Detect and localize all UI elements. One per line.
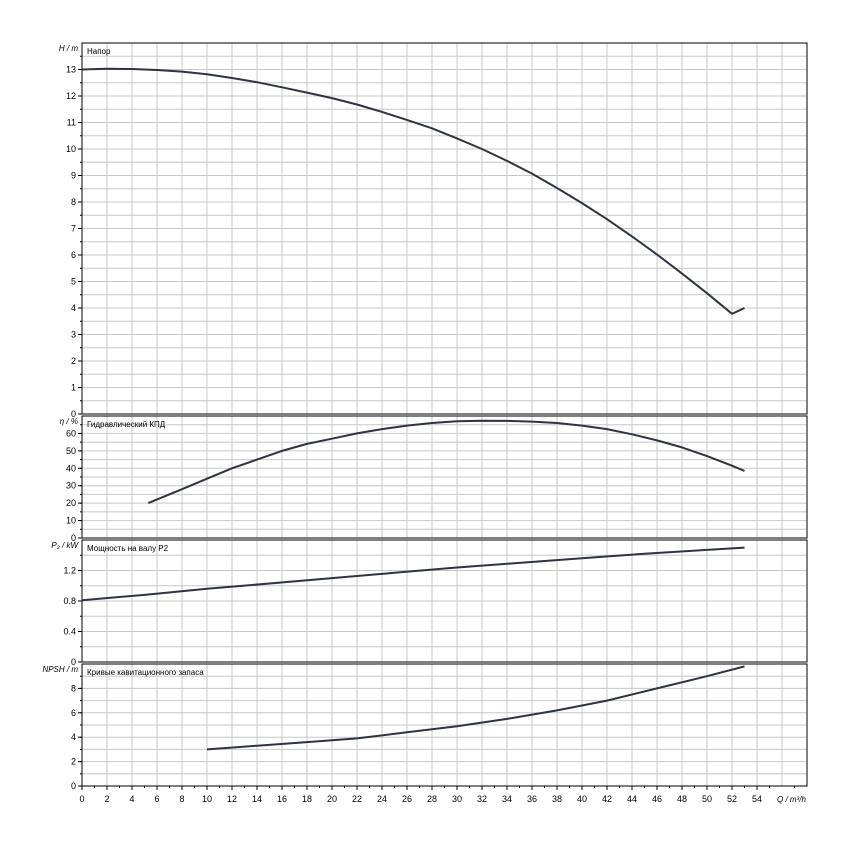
y-tick-label: 2 [71,757,76,767]
series-line [206,665,745,751]
y-tick-label: 6 [71,250,76,260]
x-tick-label: 0 [79,794,84,804]
y-tick-label: 1.2 [63,566,76,576]
y-tick-label: 8 [71,197,76,207]
x-tick-label: 16 [277,794,287,804]
y-tick-label: 30 [66,481,76,491]
x-tick-label: 28 [427,794,437,804]
x-tick-label: 2 [104,794,109,804]
y-tick-label: 10 [66,516,76,526]
y-tick-label: 0 [71,657,76,667]
y-tick-label: 3 [71,330,76,340]
y-tick-label: 4 [71,303,76,313]
y-tick-label: 10 [66,144,76,154]
x-tick-label: 26 [402,794,412,804]
x-tick-label: 14 [252,794,262,804]
y-axis-label: η / % [60,417,78,426]
x-tick-label: 38 [552,794,562,804]
y-tick-label: 9 [71,171,76,181]
y-tick-label: 6 [71,708,76,718]
y-tick-label: 13 [66,65,76,75]
y-tick-label: 20 [66,498,76,508]
y-axis-label: P₂ / kW [51,541,79,550]
x-axis-label: Q / m³/h [777,795,806,804]
x-tick-label: 54 [752,794,762,804]
y-tick-label: 2 [71,356,76,366]
y-tick-label: 0 [71,533,76,543]
x-tick-label: 4 [129,794,134,804]
x-tick-label: 42 [602,794,612,804]
y-tick-label: 0 [71,781,76,791]
x-tick-label: 32 [477,794,487,804]
y-axis-label: H / m [59,44,78,53]
chart-panel-2: 0 0.4 0.8 1.2 P₂ / kW Мощность на валу P2 [51,539,808,667]
y-tick-label: 4 [71,732,76,742]
x-tick-label: 18 [302,794,312,804]
x-tick-label: 36 [527,794,537,804]
panel-title: Гидравлический КПД [87,420,166,429]
series-line [81,67,745,315]
x-tick-label: 6 [154,794,159,804]
chart-panel-1: 0 10 20 30 40 50 60 η / % Гидравлический КПД [60,415,808,543]
panel-title: Напор [87,47,111,56]
x-tick-label: 48 [677,794,687,804]
panel-title: Кривые кавитационного запаса [87,668,204,677]
y-tick-label: 7 [71,224,76,234]
x-tick-label: 52 [727,794,737,804]
x-tick-label: 34 [502,794,512,804]
y-tick-label: 0.4 [63,627,76,637]
y-tick-label: 11 [67,118,76,128]
chart-panel-3: 0 2 4 6 8 NPSH / m Кривые кавитационного запас… [42,663,808,791]
y-tick-label: 60 [66,428,76,438]
y-axis-label: NPSH / m [42,665,78,674]
y-tick-label: 1 [71,383,76,393]
x-tick-label: 46 [652,794,662,804]
y-tick-label: 12 [66,91,76,101]
y-tick-label: 5 [71,277,76,287]
y-tick-label: 40 [66,463,76,473]
x-tick-label: 24 [377,794,387,804]
x-tick-label: 8 [179,794,184,804]
y-tick-label: 50 [66,446,76,456]
y-tick-label: 0 [71,409,76,419]
panel-title: Мощность на валу P2 [87,544,169,553]
x-tick-label: 12 [227,794,237,804]
y-tick-label: 0.8 [63,596,76,606]
series-line [147,419,745,505]
x-tick-label: 22 [352,794,362,804]
x-tick-label: 30 [452,794,462,804]
x-tick-label: 44 [627,794,637,804]
series-line [81,546,745,602]
y-tick-label: 8 [71,683,76,693]
x-tick-label: 10 [202,794,212,804]
x-tick-label: 20 [327,794,337,804]
x-tick-label: 50 [702,794,712,804]
x-tick-label: 40 [577,794,587,804]
